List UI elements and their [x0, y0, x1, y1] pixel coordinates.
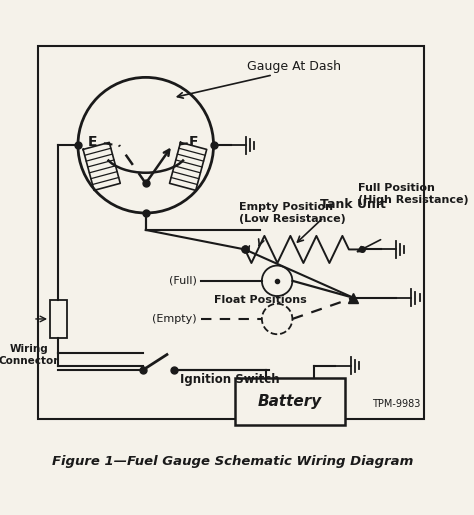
- Text: Full Position
(High Resistance): Full Position (High Resistance): [358, 183, 468, 204]
- Text: Tank Unit: Tank Unit: [319, 198, 385, 211]
- Text: Wiring
Connector: Wiring Connector: [0, 345, 59, 366]
- Text: Gauge At Dash: Gauge At Dash: [247, 60, 341, 73]
- Text: Battery: Battery: [258, 394, 322, 409]
- Circle shape: [262, 266, 292, 296]
- Text: (Full): (Full): [169, 276, 197, 286]
- Bar: [50, 300, 67, 338]
- Text: Figure 1—Fuel Gauge Schematic Wiring Diagram: Figure 1—Fuel Gauge Schematic Wiring Dia…: [52, 455, 413, 468]
- Bar: [38, 46, 424, 419]
- Text: (Empty): (Empty): [152, 314, 197, 324]
- Text: Float Positions: Float Positions: [214, 295, 306, 305]
- Text: TPM-9983: TPM-9983: [372, 399, 420, 409]
- Text: E: E: [88, 135, 98, 149]
- Text: F: F: [189, 135, 198, 149]
- Text: Ignition Switch: Ignition Switch: [180, 373, 279, 386]
- Circle shape: [78, 77, 214, 213]
- Bar: [235, 379, 345, 425]
- Text: Empty Position
(Low Resistance): Empty Position (Low Resistance): [239, 202, 346, 224]
- Circle shape: [262, 304, 292, 334]
